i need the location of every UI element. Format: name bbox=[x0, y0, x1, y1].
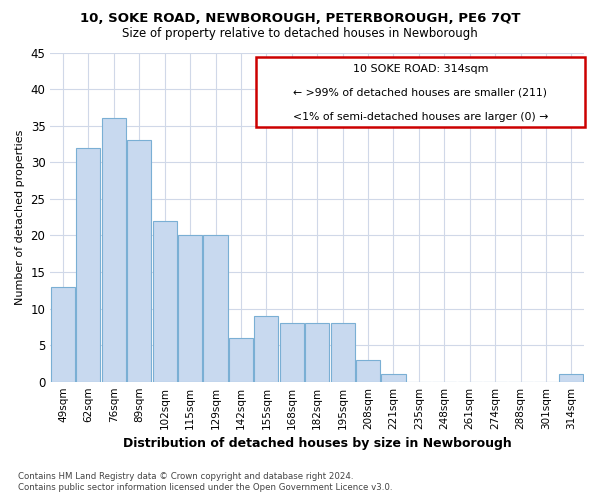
Bar bbox=[256, 58, 585, 126]
Bar bbox=[152, 220, 177, 382]
X-axis label: Distribution of detached houses by size in Newborough: Distribution of detached houses by size … bbox=[123, 437, 512, 450]
Bar bbox=[203, 236, 227, 382]
Text: Contains HM Land Registry data © Crown copyright and database right 2024.: Contains HM Land Registry data © Crown c… bbox=[18, 472, 353, 481]
Bar bbox=[254, 316, 278, 382]
Bar bbox=[356, 360, 380, 382]
Text: Contains public sector information licensed under the Open Government Licence v3: Contains public sector information licen… bbox=[18, 484, 392, 492]
Bar bbox=[305, 323, 329, 382]
Text: 10, SOKE ROAD, NEWBOROUGH, PETERBOROUGH, PE6 7QT: 10, SOKE ROAD, NEWBOROUGH, PETERBOROUGH,… bbox=[80, 12, 520, 26]
Bar bbox=[178, 236, 202, 382]
Bar bbox=[280, 323, 304, 382]
Y-axis label: Number of detached properties: Number of detached properties bbox=[15, 130, 25, 305]
Bar bbox=[51, 286, 75, 382]
Text: ← >99% of detached houses are smaller (211): ← >99% of detached houses are smaller (2… bbox=[293, 87, 547, 97]
Bar bbox=[102, 118, 126, 382]
Bar bbox=[76, 148, 100, 382]
Text: <1% of semi-detached houses are larger (0) →: <1% of semi-detached houses are larger (… bbox=[293, 112, 548, 122]
Bar bbox=[229, 338, 253, 382]
Bar bbox=[331, 323, 355, 382]
Text: Size of property relative to detached houses in Newborough: Size of property relative to detached ho… bbox=[122, 28, 478, 40]
Text: 10 SOKE ROAD: 314sqm: 10 SOKE ROAD: 314sqm bbox=[353, 64, 488, 74]
Bar bbox=[559, 374, 583, 382]
Bar bbox=[382, 374, 406, 382]
Bar bbox=[127, 140, 151, 382]
